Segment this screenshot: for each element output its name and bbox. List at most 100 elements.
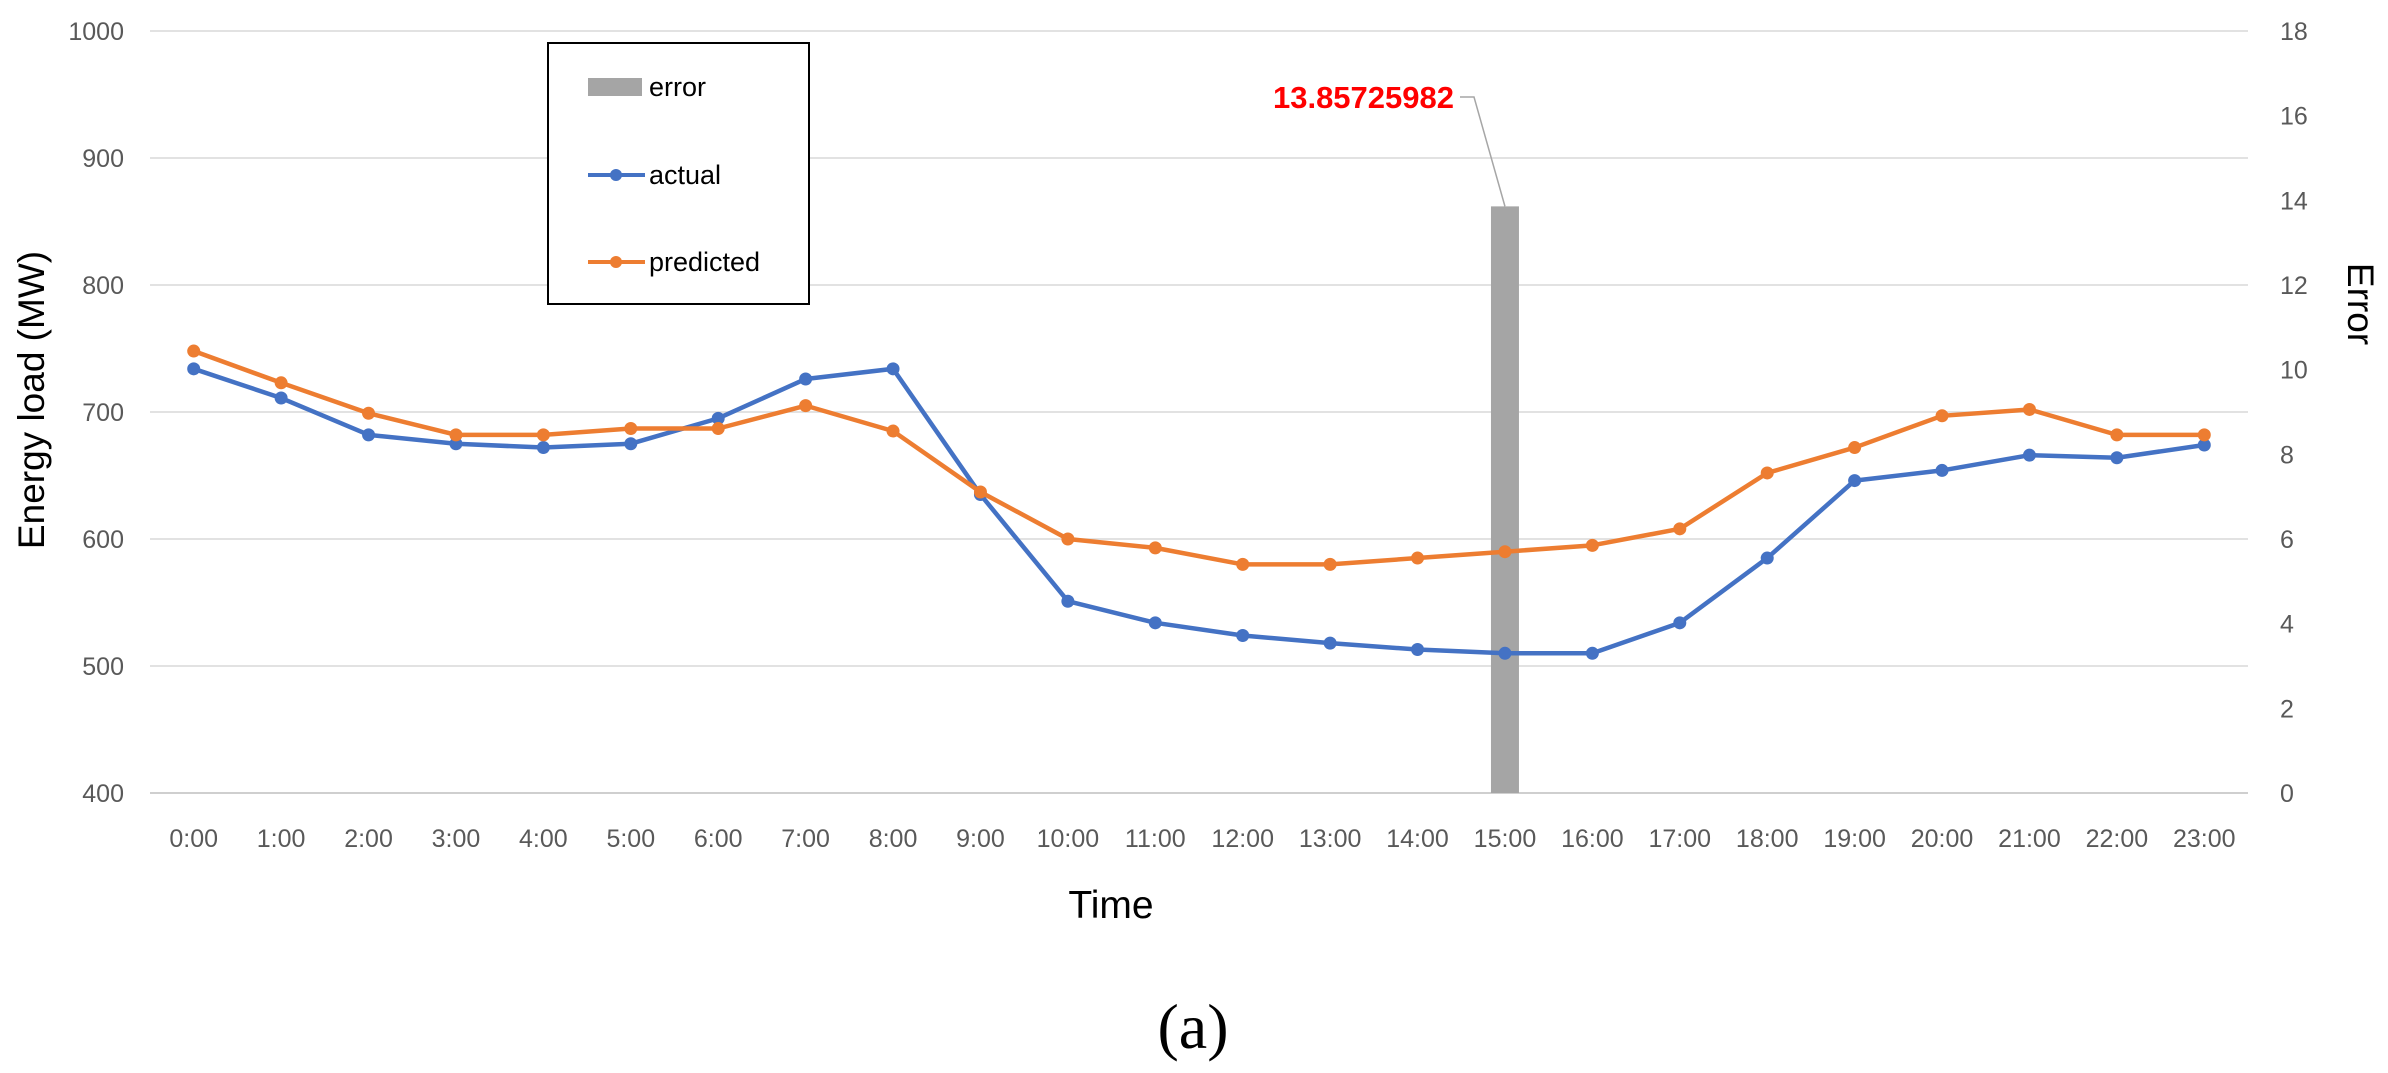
actual-point: [1498, 646, 1512, 660]
actual-point: [1236, 629, 1250, 643]
x-tick-label: 11:00: [1125, 825, 1186, 853]
y2-axis-ticks: 18 16 14 12 10 8 6 4 2 0: [2280, 18, 2308, 808]
y2-tick-label: 14: [2280, 187, 2308, 215]
actual-point: [1061, 594, 1075, 608]
callout-label: 13.85725982: [1273, 80, 1454, 115]
predicted-point: [973, 485, 987, 499]
y-tick-label: 600: [82, 526, 124, 554]
legend-error-swatch: [588, 78, 642, 96]
y-axis-ticks: 1000 900 800 700 600 500 400: [68, 18, 124, 808]
legend-actual-label: actual: [649, 160, 721, 190]
x-tick-label: 9:00: [956, 825, 1005, 853]
x-tick-label: 14:00: [1386, 825, 1449, 853]
x-tick-label: 8:00: [869, 825, 918, 853]
y2-tick-label: 12: [2280, 272, 2308, 300]
y2-tick-label: 4: [2280, 611, 2294, 639]
predicted-point: [1061, 532, 1075, 546]
x-tick-label: 2:00: [344, 825, 393, 853]
actual-line: [192, 366, 2205, 656]
y2-tick-label: 18: [2280, 18, 2308, 46]
x-tick-label: 7:00: [781, 825, 830, 853]
y-tick-label: 800: [82, 272, 124, 300]
x-tick-label: 15:00: [1474, 825, 1537, 853]
x-tick-label: 3:00: [432, 825, 481, 853]
actual-point: [886, 362, 900, 376]
predicted-point: [1585, 538, 1599, 552]
x-axis-ticks: 0:00 1:00 2:00 3:00 4:00 5:00 6:00 7:00 8:00 9:00…: [169, 825, 2235, 853]
actual-point: [1323, 636, 1337, 650]
actual-point: [1935, 463, 1949, 477]
predicted-point: [1848, 441, 1862, 455]
predicted-point: [1411, 551, 1425, 565]
predicted-point: [1760, 466, 1774, 480]
predicted-line: [192, 348, 2205, 567]
legend-error-label: error: [649, 72, 706, 102]
actual-point: [2197, 438, 2211, 452]
predicted-point: [1148, 541, 1162, 555]
callout-leader: [1460, 96, 1506, 207]
x-tick-label: 10:00: [1037, 825, 1100, 853]
predicted-point: [711, 422, 725, 436]
predicted-point: [187, 344, 201, 358]
x-tick-label: 13:00: [1299, 825, 1362, 853]
actual-point: [1760, 551, 1774, 565]
predicted-point: [2110, 428, 2124, 442]
x-tick-label: 5:00: [606, 825, 655, 853]
actual-point: [1848, 474, 1862, 488]
gridlines: [150, 30, 2248, 794]
actual-point: [187, 362, 201, 376]
predicted-point: [1323, 557, 1337, 571]
x-tick-label: 19:00: [1823, 825, 1886, 853]
y2-tick-label: 0: [2280, 780, 2294, 808]
actual-point: [362, 428, 376, 442]
actual-point: [274, 391, 288, 405]
predicted-point: [1498, 545, 1512, 559]
predicted-point: [1935, 409, 1949, 423]
x-tick-label: 1:00: [257, 825, 306, 853]
actual-point: [2022, 448, 2036, 462]
y-tick-label: 400: [82, 780, 124, 808]
predicted-point: [799, 399, 813, 413]
x-tick-label: 23:00: [2173, 825, 2236, 853]
y-tick-label: 900: [82, 145, 124, 173]
predicted-point: [449, 428, 463, 442]
x-tick-label: 21:00: [1998, 825, 2061, 853]
predicted-point: [1673, 522, 1687, 536]
predicted-point: [274, 376, 288, 390]
error-bar: [1490, 206, 1519, 794]
predicted-point: [2197, 428, 2211, 442]
predicted-point: [624, 422, 638, 436]
x-tick-label: 20:00: [1911, 825, 1974, 853]
actual-point: [1411, 642, 1425, 656]
predicted-point: [2022, 402, 2036, 416]
legend-predicted-label: predicted: [649, 247, 760, 277]
x-tick-label: 16:00: [1561, 825, 1624, 853]
predicted-point: [1236, 557, 1250, 571]
actual-point: [1585, 646, 1599, 660]
legend-actual-marker: [610, 169, 622, 181]
y-tick-label: 700: [82, 399, 124, 427]
actual-point: [536, 441, 550, 455]
x-tick-label: 12:00: [1211, 825, 1274, 853]
actual-point: [1148, 616, 1162, 630]
predicted-point: [362, 406, 376, 420]
actual-point: [1673, 616, 1687, 630]
actual-point: [2110, 451, 2124, 465]
actual-point: [799, 372, 813, 386]
actual-point: [449, 437, 463, 451]
legend: error actual predicted: [547, 42, 810, 305]
predicted-point: [886, 424, 900, 438]
y-axis-title: Energy load (MW): [11, 251, 52, 549]
x-tick-label: 22:00: [2086, 825, 2149, 853]
y2-axis-title: Error: [2340, 263, 2381, 345]
x-tick-label: 4:00: [519, 825, 568, 853]
y-tick-label: 500: [82, 653, 124, 681]
x-tick-label: 0:00: [169, 825, 218, 853]
figure-caption: (a): [1157, 991, 1228, 1062]
y2-tick-label: 6: [2280, 526, 2294, 554]
legend-predicted-marker: [610, 256, 622, 268]
data-lines: [187, 344, 2211, 660]
predicted-point: [536, 428, 550, 442]
actual-point: [624, 437, 638, 451]
